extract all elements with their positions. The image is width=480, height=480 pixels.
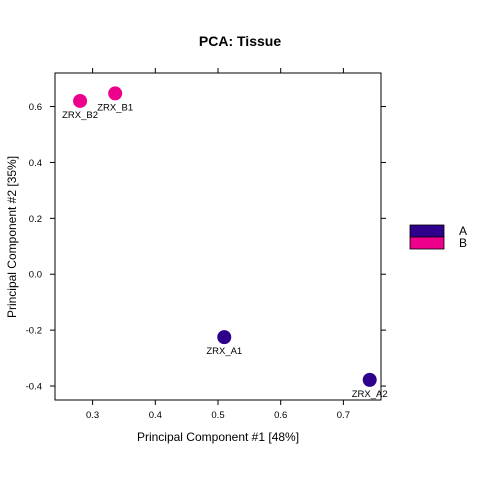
y-tick-label: 0.0 (29, 270, 42, 281)
point-label: ZRX_B2 (62, 110, 98, 121)
chart-title: PCA: Tissue (199, 33, 281, 49)
y-tick-label: 0.4 (29, 158, 42, 169)
y-tick-label: -0.4 (26, 382, 42, 393)
legend: AB (409, 224, 467, 250)
data-point (362, 372, 377, 387)
data-point (73, 93, 88, 108)
x-tick-label: 0.6 (274, 410, 287, 421)
legend-label: B (459, 236, 467, 250)
x-tick-label: 0.5 (211, 410, 224, 421)
data-point (108, 86, 123, 101)
data-point (217, 330, 232, 345)
legend-label: A (459, 224, 467, 238)
x-tick-label: 0.3 (86, 410, 99, 421)
legend-swatch (409, 236, 445, 250)
y-axis-label: Principal Component #2 [35%] (5, 156, 19, 318)
axis-ticks: 0.3 0.4 0.5 0.6 0.7 -0.4 -0.2 0.0 0.2 0.4 0.6 (26, 68, 386, 421)
y-tick-label: -0.2 (26, 326, 42, 337)
legend-swatch (409, 224, 445, 238)
point-label: ZRX_B1 (97, 102, 133, 113)
x-tick-label: 0.4 (149, 410, 162, 421)
point-label: ZRX_A1 (206, 346, 242, 357)
y-tick-label: 0.2 (29, 214, 42, 225)
y-tick-label: 0.6 (29, 102, 42, 113)
x-tick-label: 0.7 (337, 410, 350, 421)
x-axis-label: Principal Component #1 [48%] (137, 430, 299, 444)
point-label: ZRX_A2 (352, 389, 388, 400)
